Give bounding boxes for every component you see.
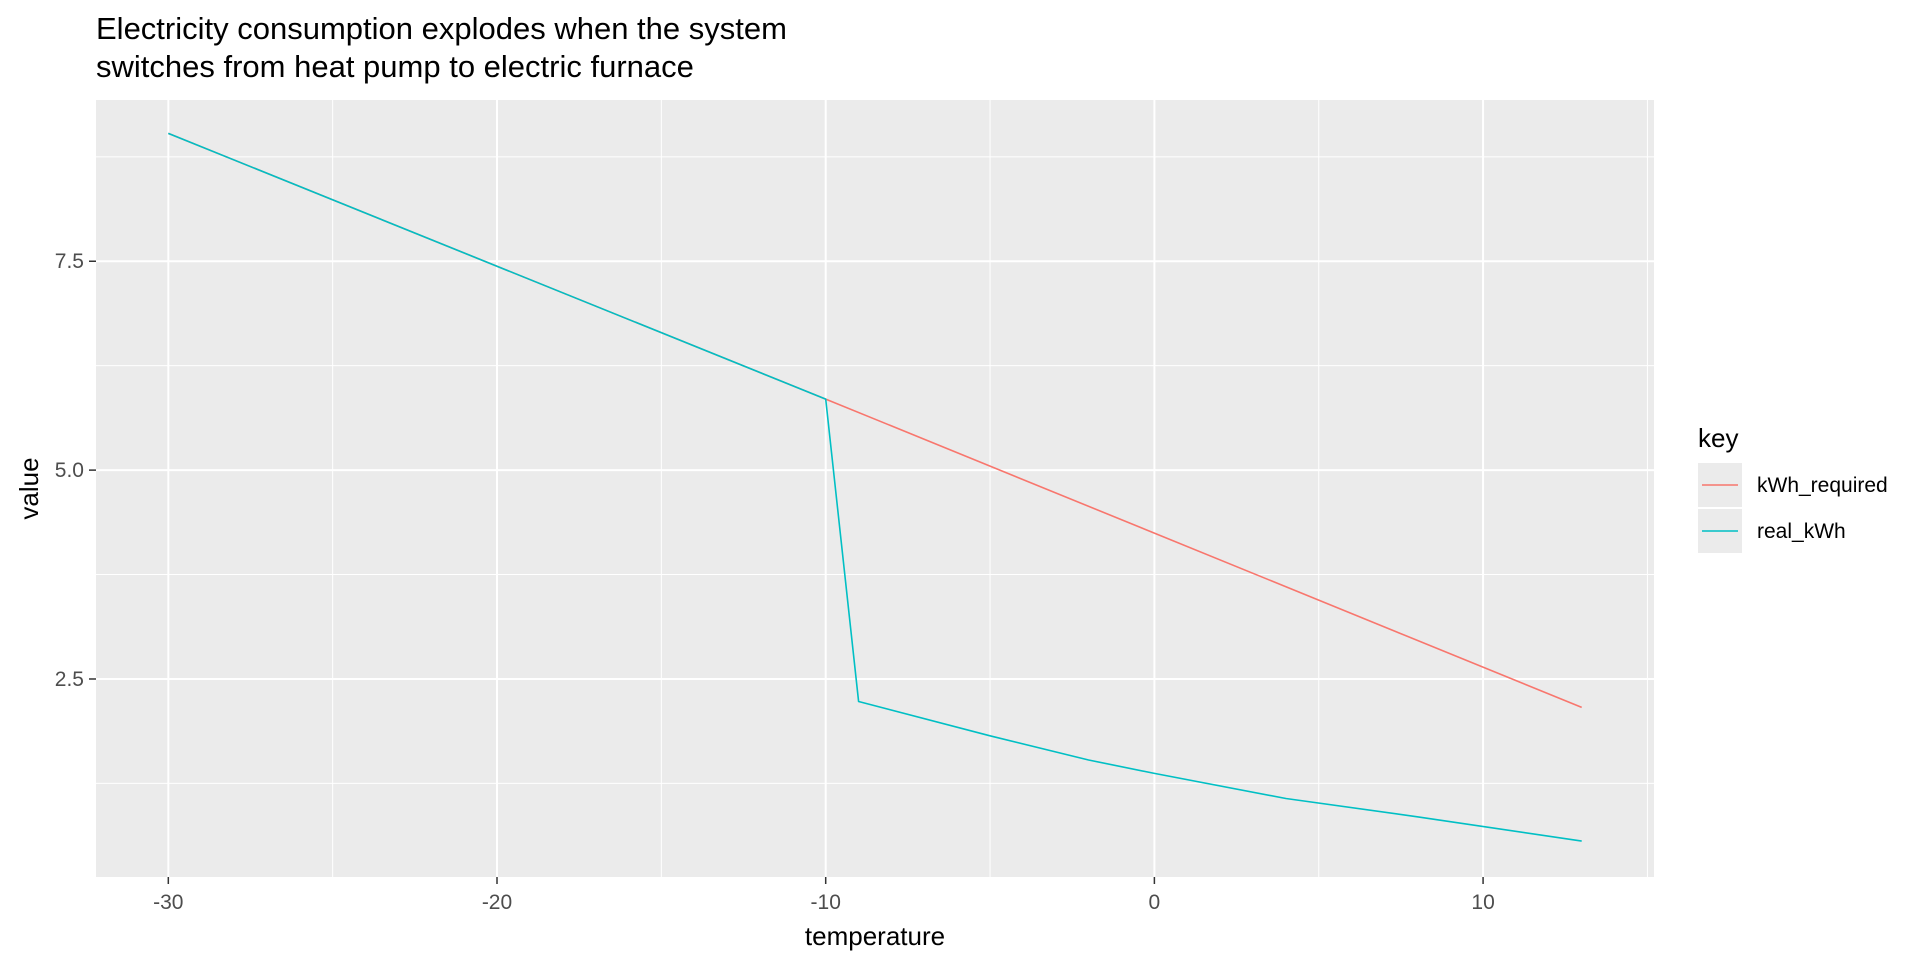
legend: key kWh_required real_kWh (1698, 423, 1888, 553)
x-axis-title: temperature (805, 921, 945, 951)
x-tick-label: -20 (482, 891, 512, 914)
series-lines (168, 132, 1583, 842)
x-tick-label: -30 (153, 891, 183, 914)
legend-item-kwh-required: kWh_required (1698, 463, 1888, 507)
chart-title-line-2: switches from heat pump to electric furn… (96, 49, 694, 84)
y-tick-label: 5.0 (55, 459, 84, 482)
x-tick-label: -10 (811, 891, 841, 914)
x-tick-label: 0 (1149, 891, 1161, 914)
plot-panel (96, 100, 1654, 877)
series-line-real-kwh (168, 132, 1582, 842)
x-tick-label: 10 (1471, 891, 1494, 914)
legend-item-real-kwh: real_kWh (1698, 509, 1846, 553)
legend-title: key (1698, 423, 1738, 453)
grid-major (96, 100, 1654, 877)
legend-label-real-kwh: real_kWh (1757, 520, 1846, 543)
legend-items: kWh_required real_kWh (1698, 463, 1888, 553)
chart-title: Electricity consumption explodes when th… (96, 10, 1096, 86)
y-tick-label: 7.5 (55, 250, 84, 273)
grid-minor (96, 100, 1654, 877)
x-tick-labels: -30 -20 -10 0 10 (153, 891, 1495, 914)
legend-label-kwh-required: kWh_required (1757, 474, 1888, 497)
chart-title-line-1: Electricity consumption explodes when th… (96, 11, 787, 46)
y-axis-title: value (14, 457, 44, 519)
axis-ticks (89, 260, 1484, 884)
y-tick-label: 2.5 (55, 668, 84, 691)
y-tick-labels: 2.5 5.0 7.5 (55, 250, 84, 691)
